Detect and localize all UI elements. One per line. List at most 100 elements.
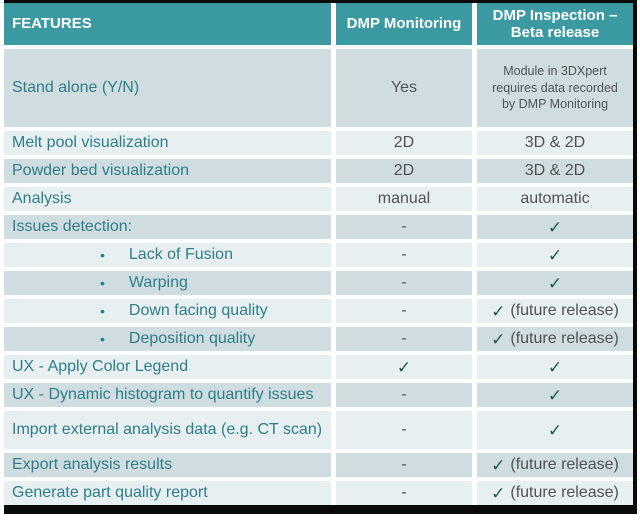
table-row: • Stand alone (Y/N) ✓ Yes ✓ Module in 3D…	[4, 49, 633, 127]
inspection-value-text: (future release)	[510, 330, 619, 347]
inspection-value-cell: ✓ (future release)	[477, 453, 633, 477]
inspection-value-text: (future release)	[510, 484, 619, 501]
monitoring-value-cell: ✓ -	[336, 243, 472, 267]
checkmark-icon: ✓	[491, 483, 506, 503]
feature-cell: • UX - Dynamic histogram to quantify iss…	[4, 383, 331, 407]
inspection-value-cell: ✓ (future release)	[477, 327, 633, 351]
inspection-value-cell: ✓ 3D & 2D	[477, 159, 633, 183]
monitoring-value-text: Yes	[390, 79, 418, 96]
monitoring-value-cell: ✓	[336, 355, 472, 379]
monitoring-value-cell: ✓ -	[336, 481, 472, 505]
inspection-value-cell: ✓	[477, 355, 633, 379]
checkmark-icon: ✓	[547, 357, 563, 377]
feature-label: Generate part quality report	[12, 484, 208, 501]
inspection-value-cell: ✓	[477, 243, 633, 267]
checkmark-icon: ✓	[396, 357, 412, 377]
table-header-row: FEATURES DMP Monitoring DMP Inspection –…	[4, 3, 633, 45]
monitoring-value-cell: ✓ -	[336, 453, 472, 477]
table-row: • Deposition quality ✓ - ✓ (future relea…	[4, 327, 633, 351]
table-row: • UX - Apply Color Legend ✓ ✓	[4, 355, 633, 379]
table-row: • Generate part quality report ✓ - ✓ (fu…	[4, 481, 633, 505]
monitoring-value-cell: ✓ 2D	[336, 131, 472, 155]
feature-label: Import external analysis data (e.g. CT s…	[12, 421, 323, 438]
monitoring-value-cell: ✓ -	[336, 327, 472, 351]
table-row: • Analysis ✓ manual ✓ automatic	[4, 187, 633, 211]
monitoring-value-cell: ✓ -	[336, 215, 472, 239]
monitoring-value-text: manual	[377, 190, 431, 207]
feature-cell: • Generate part quality report	[4, 481, 331, 505]
features-table: FEATURES DMP Monitoring DMP Inspection –…	[4, 0, 637, 514]
feature-label: Powder bed visualization	[12, 162, 189, 179]
feature-label: Melt pool visualization	[12, 134, 169, 151]
header-features: FEATURES	[4, 3, 331, 45]
table-row: • UX - Dynamic histogram to quantify iss…	[4, 383, 633, 407]
monitoring-value-cell: ✓ -	[336, 299, 472, 323]
checkmark-icon: ✓	[547, 420, 563, 440]
monitoring-value-cell: ✓ Yes	[336, 49, 472, 127]
monitoring-value-cell: ✓ -	[336, 271, 472, 295]
feature-label: Stand alone (Y/N)	[12, 79, 140, 96]
checkmark-icon: ✓	[547, 217, 563, 237]
inspection-value-cell: ✓	[477, 215, 633, 239]
inspection-value-cell: ✓	[477, 383, 633, 407]
table-row: • Melt pool visualization ✓ 2D ✓ 3D & 2D	[4, 131, 633, 155]
inspection-value-text: automatic	[520, 190, 590, 207]
table-row: • Import external analysis data (e.g. CT…	[4, 411, 633, 449]
header-dmp-monitoring: DMP Monitoring	[336, 3, 472, 45]
monitoring-value-cell: ✓ -	[336, 383, 472, 407]
feature-cell: • Lack of Fusion	[4, 243, 331, 267]
checkmark-icon: ✓	[491, 455, 506, 475]
checkmark-icon: ✓	[547, 245, 563, 265]
inspection-value-cell: ✓	[477, 411, 633, 449]
inspection-value-text: 3D & 2D	[524, 162, 586, 179]
feature-label: Issues detection:	[12, 218, 133, 235]
monitoring-value-text: -	[401, 330, 407, 347]
inspection-value-text: 3D & 2D	[524, 134, 586, 151]
checkmark-icon: ✓	[547, 385, 563, 405]
bullet-icon: •	[100, 331, 105, 347]
inspection-value-text: (future release)	[510, 456, 619, 473]
feature-label: Analysis	[12, 190, 72, 207]
table-body: • Stand alone (Y/N) ✓ Yes ✓ Module in 3D…	[4, 49, 633, 505]
feature-cell: • Warping	[4, 271, 331, 295]
table-row: • Warping ✓ - ✓	[4, 271, 633, 295]
inspection-value-cell: ✓	[477, 271, 633, 295]
table-row: • Issues detection: ✓ - ✓	[4, 215, 633, 239]
monitoring-value-text: 2D	[393, 134, 415, 151]
bullet-icon: •	[100, 303, 105, 319]
inspection-value-cell: ✓ 3D & 2D	[477, 131, 633, 155]
header-dmp-inspection-beta: DMP Inspection – Beta release	[477, 3, 633, 45]
feature-label: UX - Dynamic histogram to quantify issue…	[12, 386, 314, 403]
monitoring-value-text: -	[401, 421, 407, 438]
monitoring-value-text: -	[401, 386, 407, 403]
feature-cell: • Issues detection:	[4, 215, 331, 239]
feature-label: Deposition quality	[128, 330, 256, 347]
monitoring-value-text: -	[401, 274, 407, 291]
monitoring-value-text: -	[401, 218, 407, 235]
inspection-value-cell: ✓ Module in 3DXpert requires data record…	[477, 49, 633, 127]
inspection-value-cell: ✓ automatic	[477, 187, 633, 211]
checkmark-icon: ✓	[491, 329, 506, 349]
bullet-icon: •	[100, 247, 105, 263]
feature-cell: • Deposition quality	[4, 327, 331, 351]
monitoring-value-text: 2D	[393, 162, 415, 179]
table-row: • Powder bed visualization ✓ 2D ✓ 3D & 2…	[4, 159, 633, 183]
feature-cell: • Import external analysis data (e.g. CT…	[4, 411, 331, 449]
bullet-icon: •	[100, 275, 105, 291]
inspection-value-cell: ✓ (future release)	[477, 299, 633, 323]
monitoring-value-cell: ✓ 2D	[336, 159, 472, 183]
monitoring-value-text: -	[401, 302, 407, 319]
feature-cell: • UX - Apply Color Legend	[4, 355, 331, 379]
table-row: • Lack of Fusion ✓ - ✓	[4, 243, 633, 267]
feature-label: Export analysis results	[12, 456, 173, 473]
feature-label: UX - Apply Color Legend	[12, 358, 189, 375]
feature-label: Lack of Fusion	[128, 246, 233, 263]
checkmark-icon: ✓	[547, 273, 563, 293]
inspection-value-text: (future release)	[510, 302, 619, 319]
monitoring-value-cell: ✓ -	[336, 411, 472, 449]
monitoring-value-cell: ✓ manual	[336, 187, 472, 211]
monitoring-value-text: -	[401, 484, 407, 501]
feature-label: Down facing quality	[128, 302, 268, 319]
inspection-value-cell: ✓ (future release)	[477, 481, 633, 505]
feature-cell: • Export analysis results	[4, 453, 331, 477]
